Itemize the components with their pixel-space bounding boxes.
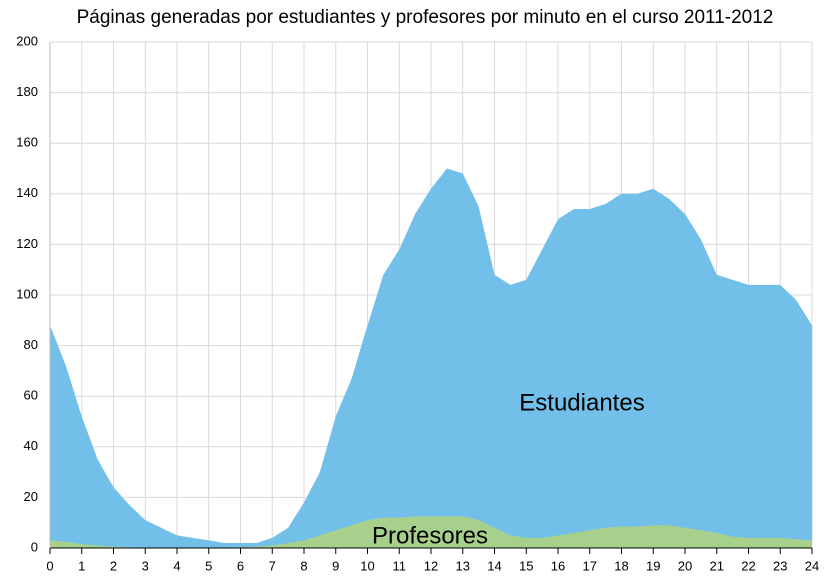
x-tick-label: 17 [583,558,597,573]
x-tick-label: 14 [487,558,501,573]
y-tick-label: 200 [16,33,38,48]
x-tick-label: 15 [519,558,533,573]
x-tick-label: 2 [110,558,117,573]
series-label: Profesores [372,522,488,549]
area [50,168,812,548]
x-tick-label: 21 [710,558,724,573]
x-tick-label: 5 [205,558,212,573]
y-tick-label: 100 [16,286,38,301]
x-tick-label: 22 [741,558,755,573]
x-tick-label: 18 [614,558,628,573]
y-tick-label: 40 [24,438,38,453]
x-tick-label: 20 [678,558,692,573]
y-tick-label: 80 [24,337,38,352]
y-tick-label: 140 [16,185,38,200]
x-tick-label: 11 [393,558,407,573]
y-tick-label: 0 [31,539,38,554]
y-tick-label: 180 [16,84,38,99]
x-tick-label: 3 [142,558,149,573]
x-tick-label: 24 [805,558,819,573]
x-tick-label: 13 [456,558,470,573]
x-tick-label: 1 [78,558,85,573]
x-tick-label: 4 [173,558,180,573]
x-tick-label: 19 [646,558,660,573]
x-tick-label: 23 [773,558,787,573]
area [50,516,812,548]
x-tick-label: 12 [424,558,438,573]
x-tick-label: 7 [269,558,276,573]
y-tick-label: 60 [24,388,38,403]
x-tick-label: 8 [300,558,307,573]
x-tick-label: 0 [46,558,53,573]
series-label: Estudiantes [519,389,644,416]
x-tick-label: 6 [237,558,244,573]
x-tick-label: 10 [360,558,374,573]
chart-title: Páginas generadas por estudiantes y prof… [77,7,774,28]
x-tick-label: 9 [332,558,339,573]
x-tick-label: 16 [551,558,565,573]
y-tick-label: 120 [16,236,38,251]
y-tick-label: 160 [16,135,38,150]
y-tick-label: 20 [24,489,38,504]
